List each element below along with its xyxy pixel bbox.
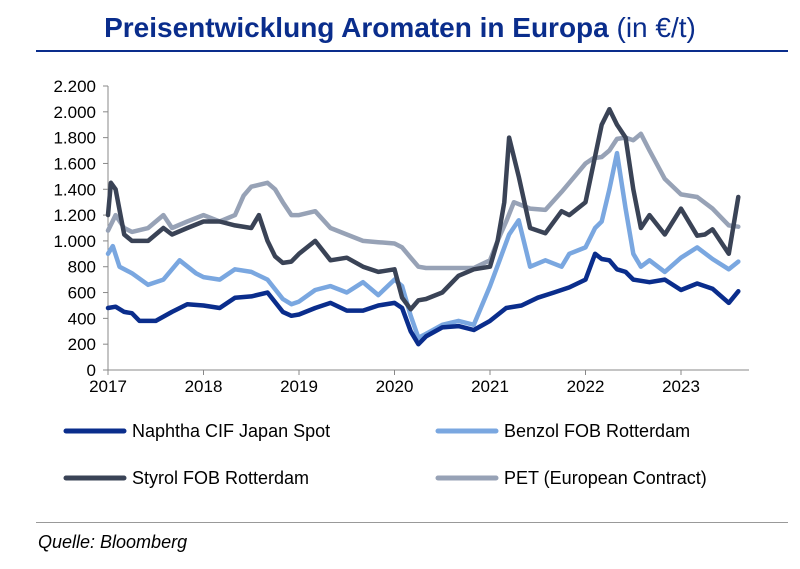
x-tick-label: 2021: [471, 377, 509, 396]
y-tick-label: 200: [68, 335, 96, 354]
chart-title: Preisentwicklung Aromaten in Europa (in …: [0, 12, 800, 44]
y-tick-label: 2.200: [53, 77, 96, 96]
y-tick-label: 600: [68, 284, 96, 303]
y-tick-label: 1.400: [53, 180, 96, 199]
x-tick-label: 2020: [376, 377, 414, 396]
x-tick-label: 2022: [567, 377, 605, 396]
x-tick-label: 2019: [280, 377, 318, 396]
x-tick-label: 2018: [185, 377, 223, 396]
y-tick-label: 1.200: [53, 206, 96, 225]
x-tick-label: 2017: [89, 377, 127, 396]
footer-divider: [36, 522, 788, 523]
legend-label-0: Naphtha CIF Japan Spot: [132, 421, 330, 441]
series-line-1: [105, 150, 741, 340]
chart-lines: [105, 106, 741, 347]
y-tick-label: 1.800: [53, 129, 96, 148]
y-tick-label: 400: [68, 309, 96, 328]
chart-legend: Naphtha CIF Japan Spot Benzol FOB Rotterd…: [63, 421, 707, 488]
line-chart: 0 200 400 600 800 1.000 1.200 1.400 1.600 1.800 2.…: [53, 77, 749, 488]
chart-title-unit: (in €/t): [616, 12, 696, 43]
legend-label-2: Styrol FOB Rotterdam: [132, 468, 309, 488]
y-tick-label: 0: [87, 361, 96, 380]
y-tick-label: 1.000: [53, 232, 96, 251]
title-underline: [36, 50, 788, 52]
y-tick-label: 1.600: [53, 154, 96, 173]
chart-axes: 0 200 400 600 800 1.000 1.200 1.400 1.600 1.800 2.…: [53, 77, 749, 396]
series-line-0: [105, 251, 741, 347]
series-line-3: [105, 131, 741, 271]
y-tick-label: 2.000: [53, 103, 96, 122]
y-tick-label: 800: [68, 258, 96, 277]
chart-title-main: Preisentwicklung Aromaten in Europa: [104, 12, 609, 43]
x-tick-label: 2023: [662, 377, 700, 396]
legend-label-3: PET (European Contract): [504, 468, 707, 488]
source-note: Quelle: Bloomberg: [38, 532, 188, 552]
legend-label-1: Benzol FOB Rotterdam: [504, 421, 690, 441]
series-line-2: [105, 106, 741, 312]
